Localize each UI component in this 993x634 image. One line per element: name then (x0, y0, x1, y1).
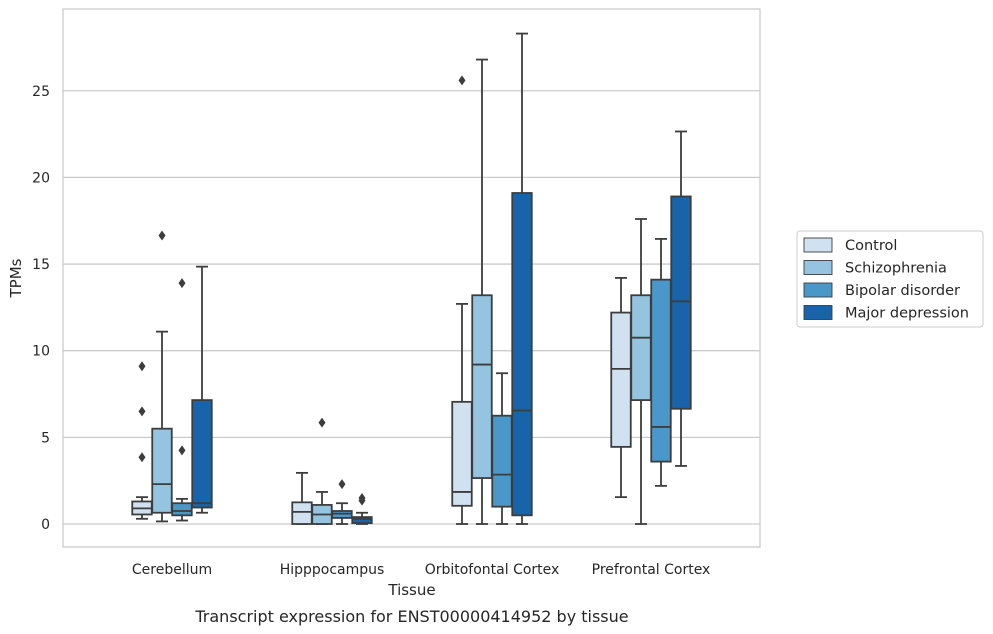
plot-area-frame (62, 8, 761, 548)
box-schizophrenia-2 (471, 58, 493, 525)
box-control-3 (610, 277, 632, 499)
y-tick-label-25: 25 (32, 84, 50, 100)
outlier-point (338, 479, 346, 490)
outlier-point (138, 361, 146, 372)
box-bipolar-disorder-1 (331, 479, 353, 525)
box-body (491, 414, 513, 508)
outlier-point (138, 452, 146, 463)
box-groups (131, 32, 692, 525)
x-tick-label-3: Prefrontal Cortex (592, 562, 711, 578)
x-tick-label-2: Orbitofontal Cortex (425, 562, 560, 578)
box-body (171, 502, 193, 517)
box-control-1 (291, 471, 313, 525)
box-body (151, 427, 173, 514)
legend-item-2: Bipolar disorder (803, 282, 960, 299)
y-tick-label-10: 10 (32, 344, 50, 360)
box-body (511, 192, 533, 517)
legend-label: Schizophrenia (845, 261, 947, 277)
box-control-2 (451, 75, 473, 525)
legend-label: Control (845, 238, 897, 254)
box-major-depression-3 (670, 130, 692, 467)
outlier-point (458, 75, 466, 86)
legend-swatch (803, 237, 833, 253)
box-body (451, 400, 473, 507)
outlier-point (158, 230, 166, 241)
box-control-0 (131, 361, 153, 520)
box-body (471, 294, 493, 479)
chart-caption: Transcript expression for ENST0000041495… (194, 607, 628, 626)
x-tick-label-0: Cerebellum (132, 562, 212, 578)
legend-swatch (803, 260, 833, 275)
box-body (610, 311, 632, 448)
box-major-depression-0 (191, 265, 213, 514)
y-tick-label-0: 0 (41, 517, 50, 533)
y-tick-label-20: 20 (32, 170, 50, 186)
legend-label: Bipolar disorder (845, 283, 960, 299)
legend-item-1: Schizophrenia (803, 260, 947, 277)
outlier-point (178, 278, 186, 289)
legend-swatch (803, 305, 833, 320)
box-schizophrenia-1 (311, 417, 333, 525)
outlier-point (138, 406, 146, 417)
legend-label: Major depression (845, 306, 969, 322)
x-axis-ticks: Cerebellum Hipppocampus Orbitofontal Corte… (132, 562, 710, 578)
box-major-depression-2 (511, 32, 533, 525)
y-tick-label-15: 15 (32, 257, 50, 273)
y-tick-label-5: 5 (41, 430, 50, 446)
box-bipolar-disorder-0 (171, 278, 193, 522)
box-schizophrenia-0 (151, 230, 173, 523)
box-body (630, 294, 652, 401)
x-tick-label-1: Hipppocampus (280, 562, 385, 578)
box-body (291, 501, 313, 525)
legend-item-0: Control (803, 237, 897, 254)
box-body (650, 278, 672, 463)
legend-item-3: Major depression (803, 305, 969, 322)
box-bipolar-disorder-3 (650, 238, 672, 487)
x-axis-label: Tissue (387, 581, 435, 599)
box-major-depression-1 (351, 493, 373, 525)
legend-frame (796, 230, 984, 328)
box-body (670, 195, 692, 410)
box-schizophrenia-3 (630, 218, 652, 525)
box-body (191, 399, 213, 509)
box-bipolar-disorder-2 (491, 372, 513, 525)
y-axis-ticks: 0 5 10 15 20 25 (32, 84, 50, 533)
y-axis-label: TPMs (7, 258, 25, 298)
legend: Control Schizophrenia Bipolar disorder Majo… (796, 230, 984, 328)
outlier-point (358, 495, 366, 506)
outlier-point (178, 445, 186, 456)
outlier-point (318, 417, 326, 428)
box-body (351, 516, 373, 525)
legend-swatch (803, 282, 833, 298)
